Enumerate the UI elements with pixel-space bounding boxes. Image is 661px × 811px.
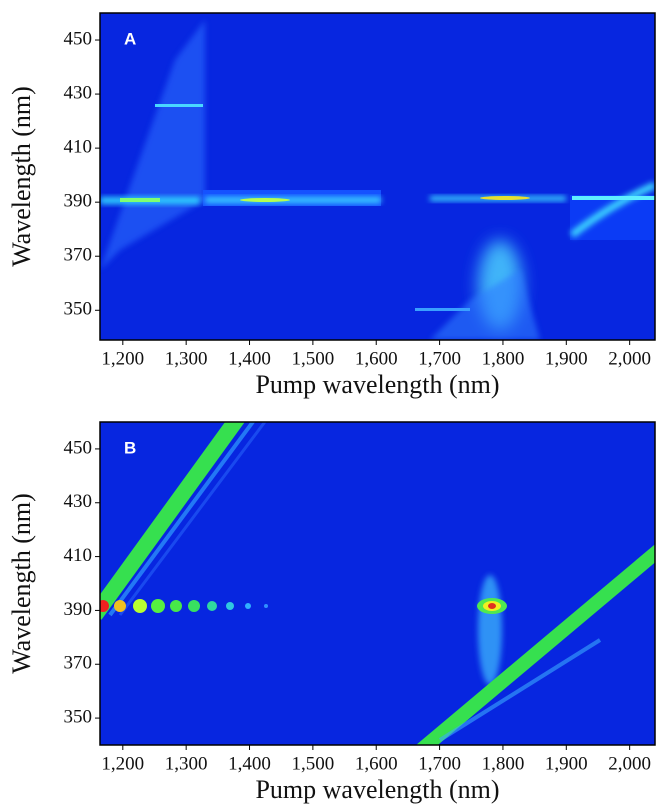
y-tick-label: 450: [64, 437, 93, 458]
y-tick-label: 350: [64, 299, 93, 320]
y-tick-label: 410: [64, 545, 93, 566]
x-tick-label: 1,700: [418, 753, 461, 774]
x-tick-label: 1,300: [165, 753, 208, 774]
y-tick-label: 370: [64, 245, 93, 266]
x-tick-label: 1,600: [355, 753, 398, 774]
y-tick-label: 370: [64, 653, 93, 674]
x-tick-label: 2,000: [608, 753, 651, 774]
x-tick-label: 1,200: [101, 753, 144, 774]
y-tick-label: 430: [64, 491, 93, 512]
heatmap-a: [100, 13, 655, 340]
x-tick-label: 1,800: [482, 753, 525, 774]
x-tick-label: 1,900: [545, 348, 588, 369]
x-tick-label: 1,400: [228, 348, 271, 369]
heatmap-b: [100, 422, 655, 745]
x-tick-label: 1,400: [228, 753, 271, 774]
x-tick-label: 2,000: [608, 348, 651, 369]
x-tick-label: 1,500: [292, 753, 335, 774]
plot-frame: [99, 421, 656, 746]
y-tick-label: 350: [64, 706, 93, 727]
y-tick-label: 450: [64, 28, 93, 49]
y-axis-label: Wavelength (nm): [7, 86, 36, 267]
x-tick-label: 1,800: [482, 348, 525, 369]
x-tick-label: 1,500: [292, 348, 335, 369]
x-tick-label: 1,200: [101, 348, 144, 369]
x-tick-label: 1,300: [165, 348, 208, 369]
x-tick-label: 1,900: [545, 753, 588, 774]
panel-label: A: [124, 29, 136, 48]
panel-label: B: [124, 438, 136, 457]
x-tick-label: 1,700: [418, 348, 461, 369]
y-tick-label: 430: [64, 82, 93, 103]
x-tick-label: 1,600: [355, 348, 398, 369]
x-axis-label: Pump wavelength (nm): [255, 775, 499, 804]
y-tick-label: 390: [64, 191, 93, 212]
x-axis-label: Pump wavelength (nm): [255, 370, 499, 399]
y-tick-label: 390: [64, 599, 93, 620]
y-tick-label: 410: [64, 136, 93, 157]
plot-frame: [99, 12, 656, 341]
y-axis-label: Wavelength (nm): [7, 493, 36, 674]
